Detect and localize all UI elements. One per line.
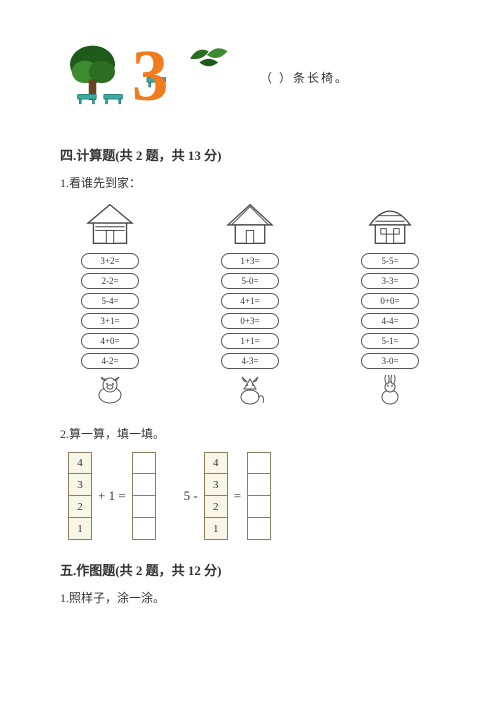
rung: 0+3= (221, 313, 279, 329)
house-icon (80, 201, 140, 247)
cell: 1 (204, 518, 228, 540)
rabbit-icon (373, 375, 407, 407)
house-icon (220, 201, 280, 247)
cell-empty (132, 474, 156, 496)
rung: 5-4= (81, 293, 139, 309)
left-col: 4 3 2 1 (68, 452, 92, 540)
cell-empty (132, 518, 156, 540)
rung: 4-4= (361, 313, 419, 329)
rung: 4-2= (81, 353, 139, 369)
rung: 3-0= (361, 353, 419, 369)
section4-title: 四.计算题(共 2 题，共 13 分) (60, 145, 440, 164)
rung: 3+1= (81, 313, 139, 329)
rung: 1+3= (221, 253, 279, 269)
pig-icon (93, 375, 127, 407)
cell-empty (247, 474, 271, 496)
ladder-group: 3+2= 2-2= 5-4= 3+1= 4+0= 4-2= 1+3= 5-0= … (60, 201, 440, 407)
tree-number-graphic: 3 (60, 40, 260, 115)
rung: 0+0= (361, 293, 419, 309)
calc-2: 5 - 4 3 2 1 = (184, 452, 271, 540)
ladder-2: 1+3= 5-0= 4+1= 0+3= 1+1= 4-3= (204, 201, 296, 407)
section5-q1-label: 1.照样子，涂一涂。 (60, 589, 440, 606)
calc-1: 4 3 2 1 + 1 = (68, 452, 156, 540)
ladder-3: 5-5= 3-3= 0+0= 4-4= 5-1= 3-0= (344, 201, 436, 407)
rung: 5-1= (361, 333, 419, 349)
cell-empty (247, 452, 271, 474)
cell: 3 (68, 474, 92, 496)
section4-q1-label: 1.看谁先到家： (60, 174, 440, 191)
cell: 2 (68, 496, 92, 518)
cell-empty (247, 496, 271, 518)
ladder-1: 3+2= 2-2= 5-4= 3+1= 4+0= 4-2= (64, 201, 156, 407)
rung: 5-5= (361, 253, 419, 269)
rung: 4-3= (221, 353, 279, 369)
svg-text:3: 3 (132, 40, 169, 115)
left-col: 4 3 2 1 (204, 452, 228, 540)
rung: 3+2= (81, 253, 139, 269)
bench-count-blank: （ ）条长椅。 (260, 69, 349, 86)
fox-icon (233, 375, 267, 407)
cell-empty (132, 496, 156, 518)
top-graphic-row: 3 （ ）条长椅。 (60, 40, 440, 115)
op: 5 - (184, 488, 198, 504)
right-col (132, 452, 156, 540)
right-col (247, 452, 271, 540)
section5-title: 五.作图题(共 2 题，共 12 分) (60, 560, 440, 579)
rung: 2-2= (81, 273, 139, 289)
cell-empty (247, 518, 271, 540)
house-icon (360, 201, 420, 247)
cell: 4 (68, 452, 92, 474)
rung: 4+0= (81, 333, 139, 349)
calc-row: 4 3 2 1 + 1 = 5 - 4 3 2 1 = (60, 452, 440, 540)
rung: 4+1= (221, 293, 279, 309)
cell: 1 (68, 518, 92, 540)
rung: 3-3= (361, 273, 419, 289)
rung: 5-0= (221, 273, 279, 289)
eq: = (234, 488, 241, 504)
section4-q2-label: 2.算一算，填一填。 (60, 425, 440, 442)
cell: 3 (204, 474, 228, 496)
cell-empty (132, 452, 156, 474)
op: + 1 = (98, 488, 126, 504)
cell: 4 (204, 452, 228, 474)
cell: 2 (204, 496, 228, 518)
rung: 1+1= (221, 333, 279, 349)
